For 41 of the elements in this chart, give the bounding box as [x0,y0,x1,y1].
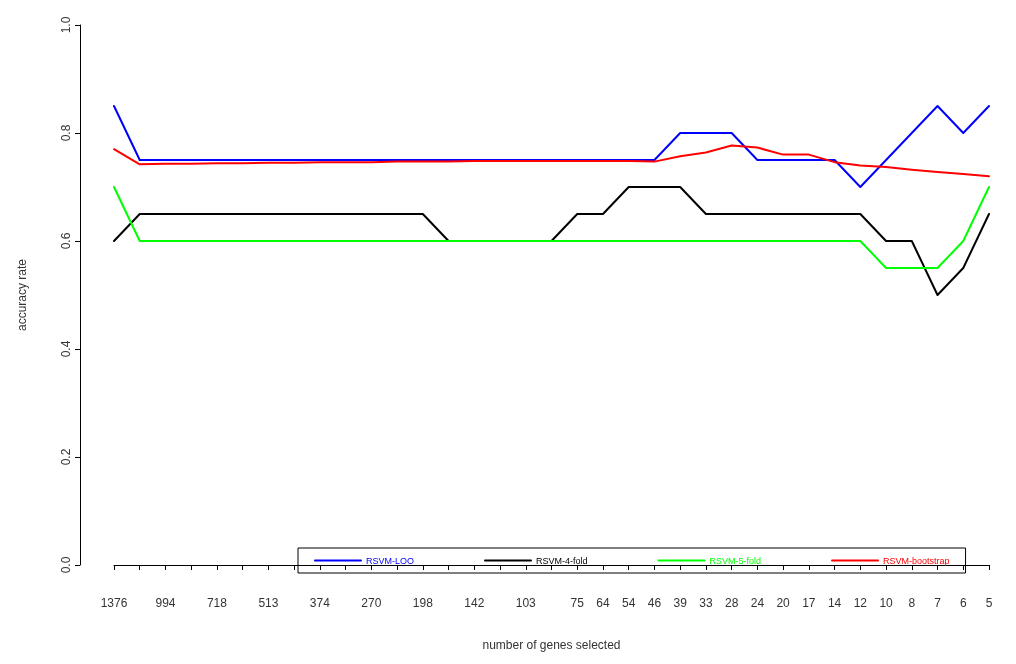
x-tick-label: 10 [879,596,894,610]
x-tick-label: 17 [802,596,816,610]
line-series [113,186,990,296]
x-tick-label: 75 [570,596,585,610]
y-tick-label: 0.4 [59,340,73,358]
x-tick-label: 7 [934,596,942,610]
x-tick-label: 54 [622,596,636,610]
x-tick-label: 198 [412,596,434,610]
x-tick-label: 374 [309,596,331,610]
x-tick-label: 39 [673,596,688,610]
x-tick-label: 718 [206,596,228,610]
x-tick-label: 20 [776,596,791,610]
x-tick-label: 33 [699,596,713,610]
line-series [113,105,990,188]
x-tick-label: 12 [853,596,868,610]
x-tick-label: 270 [361,596,382,610]
x-tick-label: 513 [258,596,279,610]
text: RSVM-LOO [366,555,415,566]
x-tick-label: 14 [827,596,842,610]
y-tick-label: 1.0 [59,16,73,34]
x-tick-label: 46 [647,596,662,610]
text: RSVM-bootstrap [883,555,950,566]
y-tick-label: 0.0 [59,556,73,574]
x-tick-label: 1376 [100,596,128,610]
x-tick-label: 6 [959,596,967,610]
x-tick-label: 5 [985,596,993,610]
x-tick-label: 24 [750,596,765,610]
y-axis-title: accuracy rate [15,258,29,332]
text: RSVM-5-fold [709,555,762,566]
text: RSVM-4-fold [536,555,588,566]
y-tick-label: 0.8 [59,124,73,142]
x-tick-label: 28 [724,596,739,610]
x-tick-label: 8 [908,596,916,610]
y-tick-label: 0.2 [59,448,73,466]
x-tick-label: 103 [515,596,537,610]
x-tick-label: 994 [155,596,176,610]
line-series [113,144,990,178]
x-tick-label: 142 [464,596,485,610]
y-tick-label: 0.6 [59,232,73,250]
x-tick-label: 64 [596,596,610,610]
x-axis-title: number of genes selected [482,638,621,652]
